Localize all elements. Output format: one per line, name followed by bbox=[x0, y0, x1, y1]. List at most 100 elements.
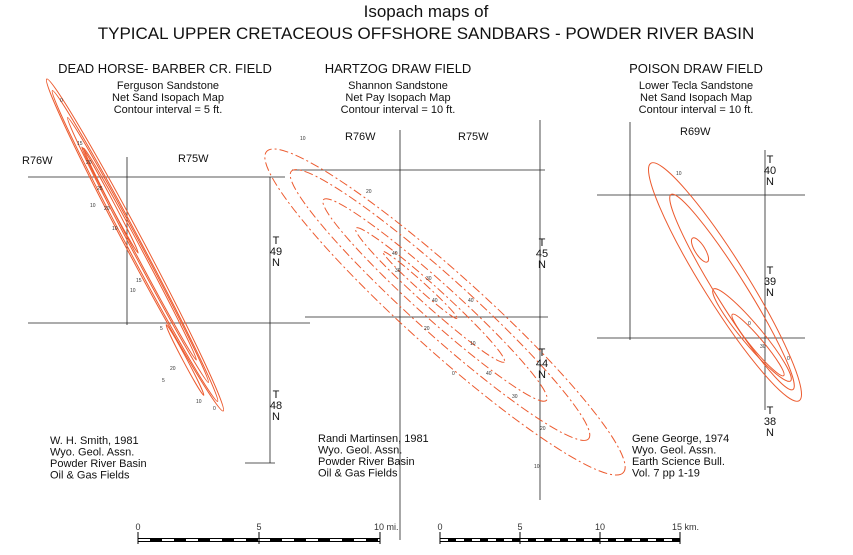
subtitle: Contour interval = 5 ft. bbox=[114, 104, 223, 116]
contour-label: 30 bbox=[395, 268, 401, 274]
citation: Earth Science Bull. bbox=[632, 456, 725, 468]
title: Isopach maps of bbox=[364, 2, 489, 21]
contour-label: 0 bbox=[60, 98, 63, 104]
subtitle: Ferguson Sandstone bbox=[117, 80, 219, 92]
citation: Oil & Gas Fields bbox=[50, 470, 130, 482]
field-name: DEAD HORSE- BARBER CR. FIELD bbox=[58, 61, 272, 76]
contour-label: 10 bbox=[300, 136, 306, 142]
township-label: 48 bbox=[270, 400, 282, 412]
contour-label: 10 bbox=[534, 464, 540, 470]
township-label: 49 bbox=[270, 246, 282, 258]
survey-grid bbox=[597, 122, 805, 410]
contours bbox=[45, 78, 225, 412]
subtitle: Contour interval = 10 ft. bbox=[341, 104, 456, 116]
contour-label: 40 bbox=[468, 298, 474, 304]
subtitle: Lower Tecla Sandstone bbox=[639, 80, 753, 92]
contour-label: 0 bbox=[213, 406, 216, 412]
scale-bar-km bbox=[439, 532, 681, 544]
contour-label: 20 bbox=[104, 206, 110, 212]
range-label: R76W bbox=[22, 155, 53, 167]
township-label: N bbox=[766, 287, 774, 299]
field-name: POISON DRAW FIELD bbox=[629, 61, 763, 76]
township-label: T bbox=[767, 265, 774, 277]
contour-label: 20 bbox=[540, 426, 546, 432]
township-label: 44 bbox=[536, 358, 548, 370]
contour-label: 30 bbox=[426, 276, 432, 282]
township-label: T bbox=[767, 405, 774, 417]
citation: Wyo. Geol. Assn. bbox=[632, 445, 716, 457]
contour-label: 40 bbox=[392, 251, 398, 257]
subtitle: Shannon Sandstone bbox=[348, 80, 448, 92]
survey-grid bbox=[292, 120, 548, 540]
survey-grid bbox=[28, 157, 310, 464]
contour-label: 5 bbox=[160, 326, 163, 332]
scale-bar-miles bbox=[137, 532, 381, 544]
township-label: T bbox=[767, 154, 774, 166]
range-label: R75W bbox=[178, 153, 209, 165]
contour-label: 15 bbox=[77, 141, 83, 147]
scale-label: 5 bbox=[256, 522, 261, 532]
township-label: T bbox=[273, 235, 280, 247]
township-label: N bbox=[538, 369, 546, 381]
citation: Vol. 7 pp 1-19 bbox=[632, 468, 700, 480]
subtitle: Net Pay Isopach Map bbox=[345, 92, 450, 104]
subtitle: Net Sand Isopach Map bbox=[640, 92, 752, 104]
contour-label: 15 bbox=[136, 278, 142, 284]
range-label: R69W bbox=[680, 126, 711, 138]
citation: W. H. Smith, 1981 bbox=[50, 435, 139, 447]
contour-label: 5 bbox=[162, 378, 165, 384]
township-label: T bbox=[539, 237, 546, 249]
township-label: N bbox=[766, 427, 774, 439]
scale-label: 10 bbox=[595, 522, 605, 532]
contour-label: 10 bbox=[676, 171, 682, 177]
contour-label: 10 bbox=[196, 399, 202, 405]
contour-label: 20 bbox=[170, 366, 176, 372]
citation: Gene George, 1974 bbox=[632, 433, 729, 445]
contour-label: 20 bbox=[424, 326, 430, 332]
township-label: T bbox=[539, 347, 546, 359]
title: TYPICAL UPPER CRETACEOUS OFFSHORE SANDBA… bbox=[98, 24, 755, 43]
range-label: R75W bbox=[458, 131, 489, 143]
contours bbox=[648, 162, 802, 402]
township-label: 45 bbox=[536, 248, 548, 260]
contour-label: 10 bbox=[470, 341, 476, 347]
scale-label: 5 bbox=[517, 522, 522, 532]
citation: Powder River Basin bbox=[318, 456, 415, 468]
contour-label: 0 bbox=[787, 356, 790, 362]
citation: Wyo. Geol. Assn. bbox=[318, 445, 402, 457]
scale-label: 10 mi. bbox=[374, 522, 399, 532]
contours bbox=[264, 148, 626, 476]
field-name: HARTZOG DRAW FIELD bbox=[325, 61, 472, 76]
township-label: 39 bbox=[764, 276, 776, 288]
contour-label: 40 bbox=[432, 298, 438, 304]
citation: Powder River Basin bbox=[50, 458, 147, 470]
scale-label: 15 km. bbox=[672, 522, 699, 532]
contour-label: 10 bbox=[90, 203, 96, 209]
contour-labels: 0 15 20 25 10 20 10 15 5 10 20 5 10 0 10… bbox=[60, 98, 790, 470]
scale-label: 0 bbox=[135, 522, 140, 532]
township-label: N bbox=[272, 257, 280, 269]
township-label: 38 bbox=[764, 416, 776, 428]
contour-label: 40 bbox=[486, 371, 492, 377]
scale-label: 0 bbox=[437, 522, 442, 532]
contour-label: 10 bbox=[112, 226, 118, 232]
contour-label: 25 bbox=[97, 186, 103, 192]
contour-label: 0 bbox=[748, 321, 751, 327]
subtitle: Contour interval = 10 ft. bbox=[639, 104, 754, 116]
township-label: N bbox=[272, 411, 280, 423]
citation: Randi Martinsen, 1981 bbox=[318, 433, 429, 445]
range-label: R76W bbox=[345, 131, 376, 143]
contour-label: 10 bbox=[130, 288, 136, 294]
citation: Wyo. Geol. Assn. bbox=[50, 447, 134, 459]
contour-label: 30 bbox=[760, 344, 766, 350]
township-label: 40 bbox=[764, 165, 776, 177]
contour-label: 0 bbox=[452, 371, 455, 377]
citation: Oil & Gas Fields bbox=[318, 468, 398, 480]
township-label: N bbox=[538, 259, 546, 271]
subtitle: Net Sand Isopach Map bbox=[112, 92, 224, 104]
township-label: N bbox=[766, 176, 774, 188]
contour-label: 20 bbox=[366, 189, 372, 195]
contour-label: 20 bbox=[86, 160, 92, 166]
township-label: T bbox=[273, 389, 280, 401]
